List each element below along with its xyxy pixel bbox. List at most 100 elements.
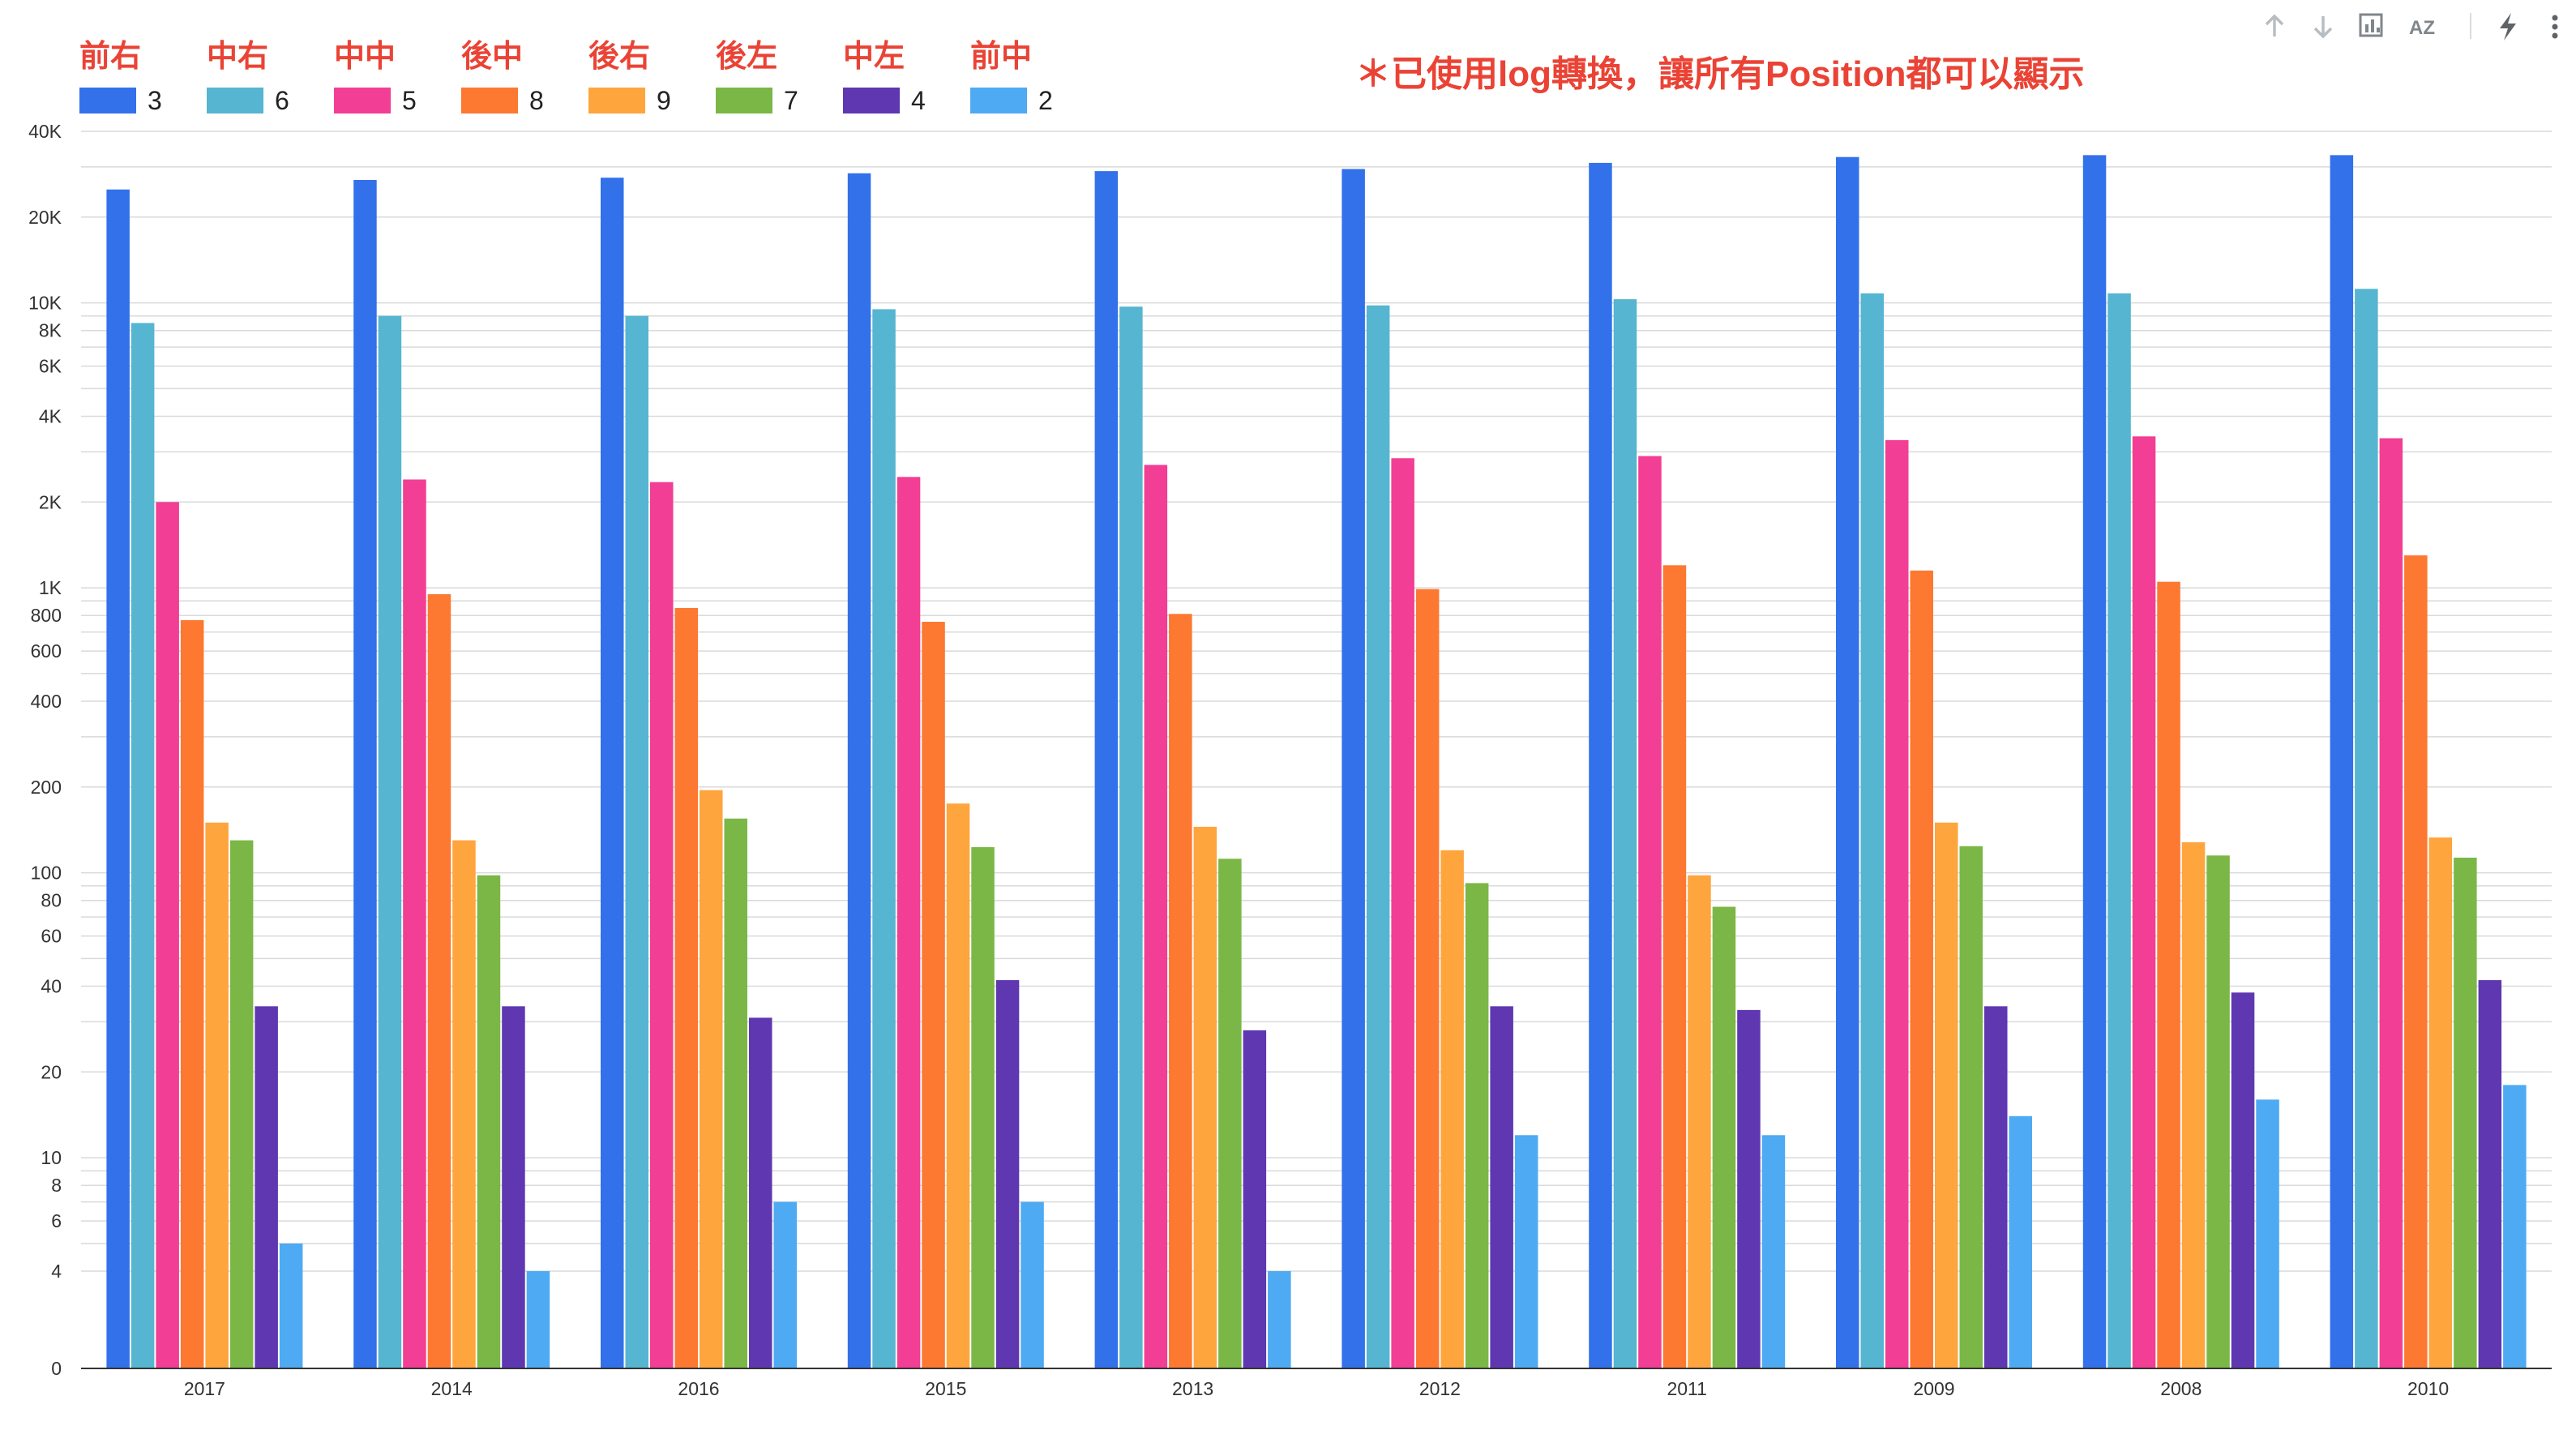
- bar[interactable]: [650, 482, 674, 1368]
- bar[interactable]: [601, 178, 624, 1369]
- bar[interactable]: [896, 477, 921, 1368]
- bar[interactable]: [1119, 306, 1143, 1369]
- log-scale-note: ＊已使用log轉換，讓所有Position都可以顯示: [1355, 54, 2085, 94]
- bar[interactable]: [1613, 299, 1637, 1368]
- bar[interactable]: [1860, 293, 1885, 1369]
- bar[interactable]: [2256, 1099, 2279, 1368]
- bar[interactable]: [1712, 906, 1736, 1368]
- bar[interactable]: [279, 1243, 303, 1368]
- bar[interactable]: [1761, 1135, 1786, 1368]
- sort-descending-button[interactable]: [2313, 16, 2333, 39]
- bar[interactable]: [1959, 846, 1983, 1368]
- bar[interactable]: [749, 1017, 772, 1368]
- bar[interactable]: [847, 173, 871, 1369]
- bar[interactable]: [1465, 883, 1489, 1368]
- bar[interactable]: [1737, 1009, 1761, 1368]
- bar[interactable]: [229, 840, 254, 1368]
- bar[interactable]: [1366, 305, 1390, 1368]
- sort-az-button[interactable]: AZ: [2409, 17, 2435, 39]
- bar[interactable]: [1021, 1201, 1044, 1368]
- bar[interactable]: [971, 847, 995, 1368]
- bar[interactable]: [1589, 162, 1612, 1369]
- legend-swatch[interactable]: [970, 88, 1027, 113]
- bar[interactable]: [205, 822, 229, 1368]
- bar[interactable]: [1910, 570, 1934, 1368]
- y-tick-label: 600: [31, 640, 62, 662]
- bar[interactable]: [2157, 581, 2180, 1368]
- bar[interactable]: [403, 479, 426, 1368]
- bar[interactable]: [378, 315, 402, 1368]
- bar[interactable]: [1984, 1006, 2008, 1368]
- bar[interactable]: [452, 840, 476, 1368]
- bar[interactable]: [2330, 155, 2354, 1368]
- more-options-button[interactable]: [2552, 15, 2558, 39]
- y-tick-label: 8: [51, 1175, 62, 1196]
- bar[interactable]: [1415, 589, 1440, 1368]
- legend-swatch[interactable]: [79, 88, 136, 113]
- bar[interactable]: [2181, 841, 2206, 1368]
- bar[interactable]: [526, 1271, 550, 1368]
- bar[interactable]: [1391, 458, 1414, 1368]
- bar[interactable]: [1218, 859, 1242, 1368]
- bar[interactable]: [700, 790, 723, 1368]
- legend-swatch[interactable]: [207, 88, 263, 113]
- bar[interactable]: [2379, 438, 2403, 1369]
- bar[interactable]: [2428, 837, 2453, 1368]
- bar[interactable]: [1268, 1271, 1291, 1368]
- bar[interactable]: [995, 980, 1020, 1368]
- bar[interactable]: [131, 323, 155, 1368]
- bar[interactable]: [2009, 1115, 2033, 1368]
- quick-insights-button[interactable]: [2500, 13, 2516, 41]
- bar[interactable]: [2355, 289, 2378, 1368]
- bar[interactable]: [1169, 614, 1192, 1368]
- bar[interactable]: [1885, 439, 1909, 1368]
- bar[interactable]: [1144, 465, 1168, 1368]
- bar[interactable]: [2206, 855, 2230, 1368]
- bar[interactable]: [106, 189, 130, 1368]
- bar[interactable]: [1514, 1135, 1538, 1368]
- legend-swatch[interactable]: [588, 88, 645, 113]
- bar[interactable]: [1638, 456, 1662, 1368]
- bar[interactable]: [674, 607, 699, 1368]
- bar[interactable]: [1341, 169, 1365, 1368]
- bar[interactable]: [2454, 857, 2477, 1368]
- bar[interactable]: [1662, 565, 1687, 1368]
- bar[interactable]: [1193, 826, 1217, 1368]
- bar[interactable]: [180, 620, 204, 1368]
- bar[interactable]: [502, 1006, 525, 1368]
- bar[interactable]: [2231, 992, 2255, 1368]
- bar[interactable]: [1935, 822, 1958, 1368]
- legend-swatch[interactable]: [334, 88, 391, 113]
- x-tick-label: 2012: [1419, 1378, 1461, 1399]
- bar[interactable]: [724, 818, 748, 1368]
- bar[interactable]: [1094, 171, 1119, 1368]
- bar[interactable]: [2404, 555, 2428, 1368]
- y-tick-label: 4: [51, 1261, 62, 1282]
- bar[interactable]: [353, 179, 377, 1368]
- legend-swatch[interactable]: [461, 88, 518, 113]
- sort-ascending-button[interactable]: [2265, 14, 2284, 36]
- chart-options-button[interactable]: [2359, 13, 2383, 37]
- bar[interactable]: [2503, 1085, 2527, 1368]
- bar[interactable]: [625, 315, 649, 1368]
- bar[interactable]: [946, 803, 970, 1368]
- bar-group-2012: [1341, 169, 1538, 1368]
- bar[interactable]: [1836, 156, 1859, 1369]
- bar[interactable]: [427, 593, 451, 1368]
- bar[interactable]: [1688, 875, 1711, 1368]
- bar[interactable]: [2132, 436, 2156, 1368]
- bar[interactable]: [1490, 1006, 1513, 1368]
- bar[interactable]: [1243, 1030, 1267, 1368]
- legend-swatch[interactable]: [716, 88, 772, 113]
- bar[interactable]: [477, 875, 501, 1368]
- bar[interactable]: [156, 502, 179, 1369]
- bar[interactable]: [2082, 155, 2107, 1368]
- bar[interactable]: [2478, 980, 2502, 1368]
- bar[interactable]: [773, 1201, 798, 1368]
- bar[interactable]: [2107, 293, 2131, 1369]
- bar[interactable]: [255, 1006, 278, 1368]
- bar[interactable]: [1440, 850, 1464, 1368]
- legend-swatch[interactable]: [843, 88, 900, 113]
- bar[interactable]: [872, 309, 896, 1369]
- bar[interactable]: [922, 622, 945, 1368]
